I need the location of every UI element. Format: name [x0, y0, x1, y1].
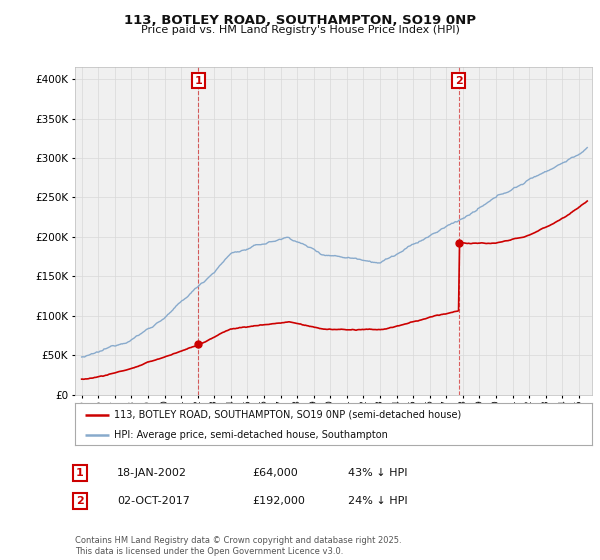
Text: Contains HM Land Registry data © Crown copyright and database right 2025.
This d: Contains HM Land Registry data © Crown c…: [75, 536, 401, 556]
Text: 2: 2: [76, 496, 83, 506]
Text: HPI: Average price, semi-detached house, Southampton: HPI: Average price, semi-detached house,…: [114, 430, 388, 440]
Text: 43% ↓ HPI: 43% ↓ HPI: [348, 468, 407, 478]
Text: 18-JAN-2002: 18-JAN-2002: [117, 468, 187, 478]
Text: 1: 1: [76, 468, 83, 478]
Text: 113, BOTLEY ROAD, SOUTHAMPTON, SO19 0NP (semi-detached house): 113, BOTLEY ROAD, SOUTHAMPTON, SO19 0NP …: [114, 410, 461, 420]
Text: £192,000: £192,000: [252, 496, 305, 506]
Text: 24% ↓ HPI: 24% ↓ HPI: [348, 496, 407, 506]
Text: 2: 2: [455, 76, 463, 86]
Text: 113, BOTLEY ROAD, SOUTHAMPTON, SO19 0NP: 113, BOTLEY ROAD, SOUTHAMPTON, SO19 0NP: [124, 14, 476, 27]
Text: 1: 1: [194, 76, 202, 86]
Text: Price paid vs. HM Land Registry's House Price Index (HPI): Price paid vs. HM Land Registry's House …: [140, 25, 460, 35]
Text: £64,000: £64,000: [252, 468, 298, 478]
Text: 02-OCT-2017: 02-OCT-2017: [117, 496, 190, 506]
